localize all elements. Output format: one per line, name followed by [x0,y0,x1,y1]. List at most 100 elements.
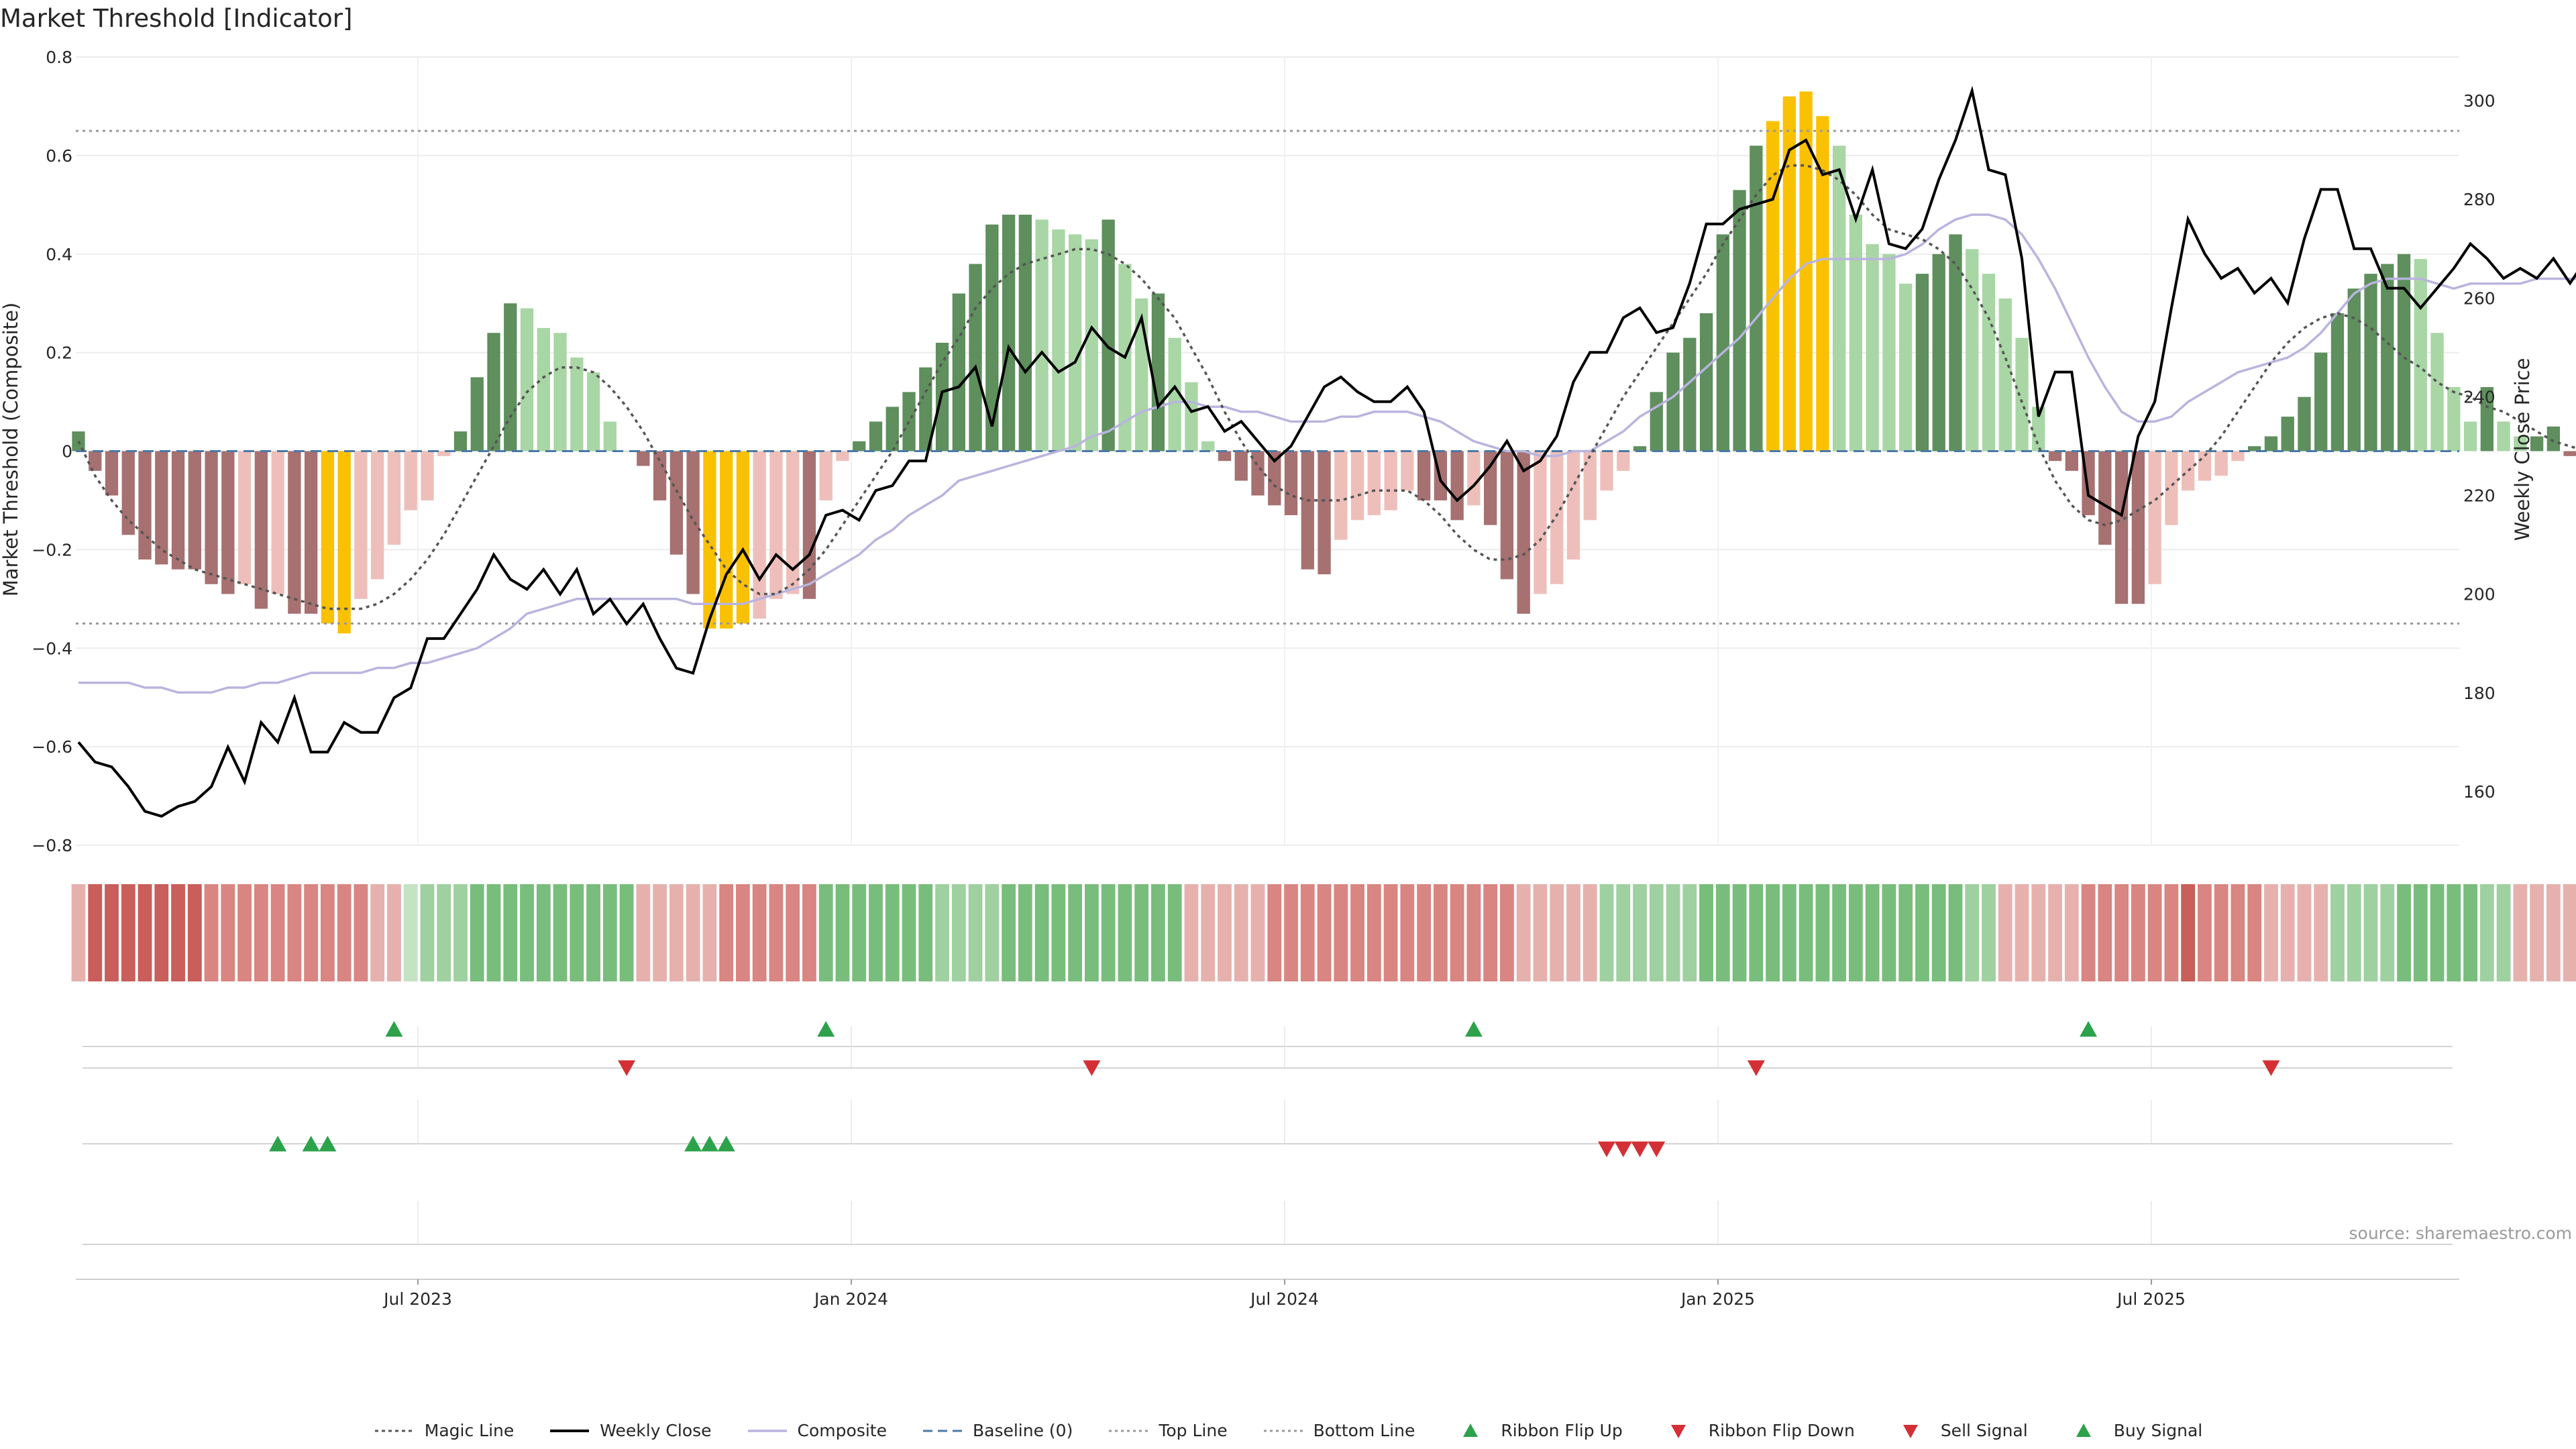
legend-symbol-top [1108,1421,1149,1440]
gridlines [76,56,2459,1244]
ribbon-cell [154,884,169,981]
ribbon-cell [2530,884,2544,981]
ribbon-cell [2114,884,2129,981]
ribbon-cell [187,884,202,981]
ribbon-cell [1732,884,1747,981]
histogram-bar [902,392,916,451]
histogram-bar [171,451,185,570]
ribbon-cell [1433,884,1448,981]
ribbon-cell [2280,884,2295,981]
histogram-bar [1750,146,1763,451]
ribbon-cell [2363,884,2378,981]
ribbon-cell [636,884,651,981]
histogram-bar [2098,451,2112,545]
histogram-bar [1384,451,1397,511]
ribbon-cell [1666,884,1680,981]
histogram-bar [520,308,534,451]
ribbon-cell [1051,884,1066,981]
histogram-bar [1085,239,1099,451]
histogram-bar [1633,446,1647,451]
ribbon-cell [818,884,833,981]
ribbon-cell [2513,884,2528,981]
histogram-bar [2463,421,2477,451]
ribbon-cell [2297,884,2312,981]
histogram-bar [553,333,567,451]
ribbon-cell [1250,884,1265,981]
ribbon-cell [1782,884,1796,981]
histogram-bar [1234,451,1248,481]
buy-signal-marker [302,1136,320,1152]
ribbon-cell [2198,884,2212,981]
histogram-bar [2347,288,2361,451]
ribbon-cell [287,884,302,981]
histogram-bar [1218,451,1232,462]
ribbon-cell [769,884,784,981]
y-tick-label-left: 0.8 [46,48,72,67]
histogram-bar [271,451,284,594]
histogram-bar [1816,116,1829,451]
buy-signal-marker [700,1136,718,1152]
histogram-bar [1467,451,1481,506]
ribbon-cell [736,884,750,981]
ribbon-flip-up-marker [2080,1021,2098,1037]
y-tick-label-left: −0.4 [32,639,72,658]
legend-item-magic: Magic Line [374,1421,514,1440]
histogram-bar [470,377,484,451]
histogram-bar [1201,441,1215,451]
histogram-bar [2514,436,2527,451]
legend-item-baseline: Baseline (0) [922,1421,1073,1440]
ribbon-cell [2214,884,2229,981]
histogram-bar [703,451,716,629]
ribbon-cell [2463,884,2477,981]
y-tick-label-right: 220 [2463,486,2496,506]
legend-symbol-composite [747,1421,788,1440]
ribbon-cell [1300,884,1315,981]
ribbon-cell [420,884,435,981]
ribbon-cell [2081,884,2096,981]
legend-symbol-close [549,1421,590,1440]
histogram-bar [1683,337,1697,451]
histogram-bar [1966,249,1979,451]
ribbon-cell [619,884,634,981]
ribbon-cell [1018,884,1032,981]
ribbon-cell [1815,884,1830,981]
histogram-bar [1550,451,1564,584]
histogram-bar [371,451,384,580]
ribbon-cell [985,884,1000,981]
histogram-bar [1484,451,1497,525]
ribbon-cell [2164,884,2179,981]
histogram-bar [637,451,650,466]
ribbon-cell [254,884,268,981]
ribbon-cell [270,884,285,981]
ribbon-cell [752,884,767,981]
ribbon-cell [320,884,335,981]
weekly-close-line [77,85,2576,818]
y-tick-label-left: 0 [62,442,72,462]
y-tick-label-left: −0.2 [32,540,72,559]
histogram-bar [2165,451,2178,525]
ribbon-cell [503,884,518,981]
ribbon-cell [835,884,850,981]
ribbon-cell [1882,884,1896,981]
histogram-bar [121,451,135,535]
histogram-bar [2314,352,2328,451]
histogram-bar [869,421,883,451]
histogram-bar [570,357,584,451]
ribbon-cell [1599,884,1614,981]
ribbon-cell [1167,884,1182,981]
legend-label: Composite [797,1421,887,1440]
histogram-bar [2264,436,2278,451]
legend-label: Weekly Close [600,1421,712,1440]
legend-label: Buy Signal [2113,1421,2203,1440]
histogram-bar [1982,274,1996,451]
ribbon-cell [918,884,933,981]
legend-symbol-baseline [922,1421,963,1440]
x-tick-label: Jul 2023 [382,1289,452,1309]
ribbon-flip-up-marker [817,1021,835,1037]
ribbon-cell [935,884,949,981]
ribbon-cell [1566,884,1580,981]
histogram-bar [404,451,417,511]
ribbon-cell [370,884,385,981]
ribbon-cell [2479,884,2494,981]
ribbon-cell [237,884,252,981]
